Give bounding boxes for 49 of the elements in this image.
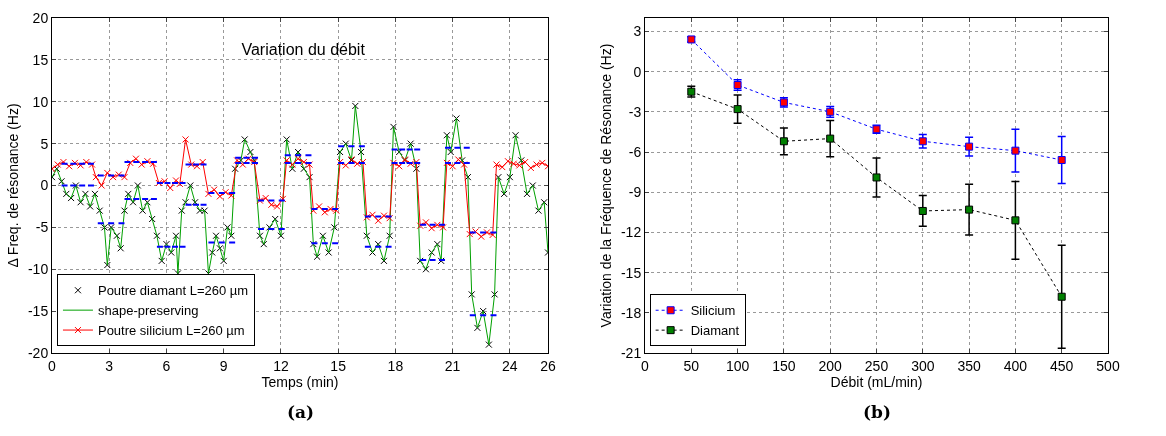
y-tick-label: -6 xyxy=(628,143,642,160)
x-tick-label: 150 xyxy=(772,357,796,374)
y-tick-label: -10 xyxy=(27,261,49,278)
legend-label: Silicium xyxy=(690,303,736,319)
x-tick-label: 18 xyxy=(387,357,404,374)
y-tick-label: 10 xyxy=(32,93,49,110)
x-tick-label: 24 xyxy=(502,357,518,374)
legend-label: shape-preserving xyxy=(97,303,199,319)
legend-label: Poutre silicium L=260 µm xyxy=(97,323,245,339)
text: (a) xyxy=(287,402,315,422)
x-tick-label: 500 xyxy=(1096,357,1120,374)
y-tick-label: -15 xyxy=(27,303,49,320)
y-tick-label: 3 xyxy=(633,23,642,40)
y-tick-label: 0 xyxy=(633,63,642,80)
x-tick-label: 12 xyxy=(273,357,289,374)
x-tick-label: 300 xyxy=(911,357,935,374)
x-tick-label: 400 xyxy=(1003,357,1028,374)
y-tick-label: -21 xyxy=(620,344,642,361)
y-tick-label: -12 xyxy=(620,224,642,241)
legend-label: Diamant xyxy=(690,323,740,339)
y-tick-label: 0 xyxy=(40,177,49,194)
y-tick-label: -3 xyxy=(628,103,642,120)
x-tick-label: 6 xyxy=(162,357,171,374)
y-tick-label: 15 xyxy=(32,51,49,68)
y-axis-title: Variation de la Fréquence de Résonance (Hz) xyxy=(597,43,614,328)
x-tick-label: 100 xyxy=(725,357,750,374)
y-tick-label: -20 xyxy=(27,344,49,361)
x-axis-title: Temps (min) xyxy=(261,374,339,391)
x-tick-label: 3 xyxy=(105,357,114,374)
legend-label: Poutre diamant L=260 µm xyxy=(97,283,249,299)
x-tick-label: 250 xyxy=(864,357,889,374)
x-tick-label: 200 xyxy=(818,357,843,374)
x-axis-title: Débit (mL/min) xyxy=(830,374,923,391)
y-tick-label: -18 xyxy=(620,304,642,321)
x-tick-label: 15 xyxy=(330,357,347,374)
x-tick-label: 50 xyxy=(683,357,700,374)
y-tick-label: -9 xyxy=(628,184,642,201)
y-tick-label: 5 xyxy=(40,135,49,152)
y-tick-label: -15 xyxy=(620,264,642,281)
x-tick-label: 450 xyxy=(1050,357,1074,374)
x-tick-label: 26 xyxy=(540,357,556,374)
x-tick-label: 21 xyxy=(444,357,461,374)
y-tick-label: -5 xyxy=(35,219,49,236)
text: (b) xyxy=(863,402,891,422)
x-tick-label: 9 xyxy=(219,357,228,374)
y-tick-label: 20 xyxy=(32,9,49,26)
text: Variation du débit xyxy=(241,40,366,58)
y-axis-title: Δ Freq. de résonance (Hz) xyxy=(4,103,21,268)
x-tick-label: 350 xyxy=(957,357,981,374)
